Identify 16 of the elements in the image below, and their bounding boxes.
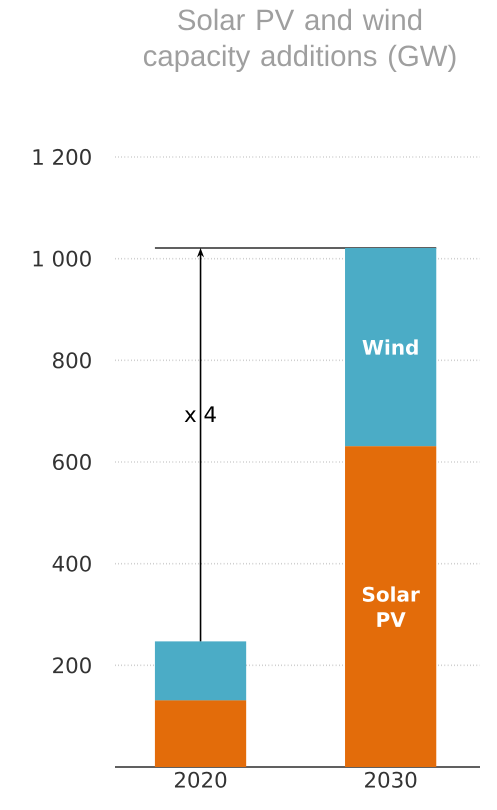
chart-title: Solar PV and wind capacity additions (GW) xyxy=(144,8,456,72)
annotation: x 4 xyxy=(184,406,216,422)
x-tick-label: 2020 xyxy=(174,772,226,788)
y-tick-label: 800 xyxy=(53,352,91,368)
bar xyxy=(154,700,246,767)
bar xyxy=(154,641,246,700)
y-tick-label: 400 xyxy=(52,556,91,572)
y-tick-label: 1 000 xyxy=(34,250,91,267)
series-label: Solar PV xyxy=(362,586,420,627)
series-label: Wind xyxy=(362,339,418,355)
bar xyxy=(345,248,436,446)
y-tick-label: 200 xyxy=(53,657,91,674)
bar xyxy=(345,446,436,767)
x-tick-label: 2030 xyxy=(365,772,416,788)
y-tick-label: 600 xyxy=(53,454,91,470)
y-tick-label: 1 200 xyxy=(34,148,91,166)
